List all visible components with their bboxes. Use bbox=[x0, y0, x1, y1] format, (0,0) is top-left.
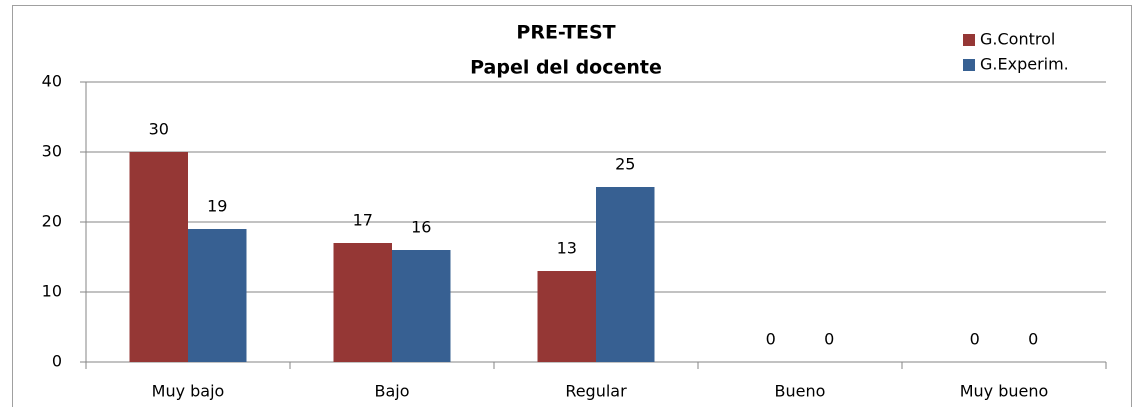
data-label: 13 bbox=[557, 239, 577, 258]
x-tick-label: Bueno bbox=[775, 382, 826, 401]
bar bbox=[537, 271, 596, 362]
x-tick-label: Muy bueno bbox=[960, 382, 1049, 401]
data-label: 0 bbox=[766, 330, 776, 349]
bar bbox=[188, 229, 247, 362]
y-tick-label: 30 bbox=[42, 142, 62, 161]
bar bbox=[129, 152, 188, 362]
bar bbox=[392, 250, 451, 362]
x-tick-label: Regular bbox=[565, 382, 627, 401]
legend-label: G.Control bbox=[980, 30, 1055, 49]
y-tick-label: 40 bbox=[42, 72, 62, 91]
data-label: 19 bbox=[207, 197, 227, 216]
data-label: 25 bbox=[615, 155, 635, 174]
legend-swatch bbox=[963, 34, 975, 46]
x-tick-label: Bajo bbox=[374, 382, 409, 401]
bar bbox=[596, 187, 655, 362]
legend-label: G.Experim. bbox=[980, 55, 1069, 74]
x-tick-label: Muy bajo bbox=[152, 382, 225, 401]
chart-title: PRE-TEST bbox=[516, 22, 615, 44]
data-label: 30 bbox=[149, 120, 169, 139]
data-label: 17 bbox=[353, 211, 373, 230]
chart-subtitle: Papel del docente bbox=[470, 57, 662, 79]
y-tick-label: 20 bbox=[42, 212, 62, 231]
bar bbox=[333, 243, 392, 362]
data-label: 16 bbox=[411, 218, 431, 237]
y-tick-label: 10 bbox=[42, 282, 62, 301]
data-label: 0 bbox=[1028, 330, 1038, 349]
legend-swatch bbox=[963, 59, 975, 71]
y-tick-label: 0 bbox=[52, 352, 62, 371]
data-label: 0 bbox=[824, 330, 834, 349]
data-label: 0 bbox=[970, 330, 980, 349]
